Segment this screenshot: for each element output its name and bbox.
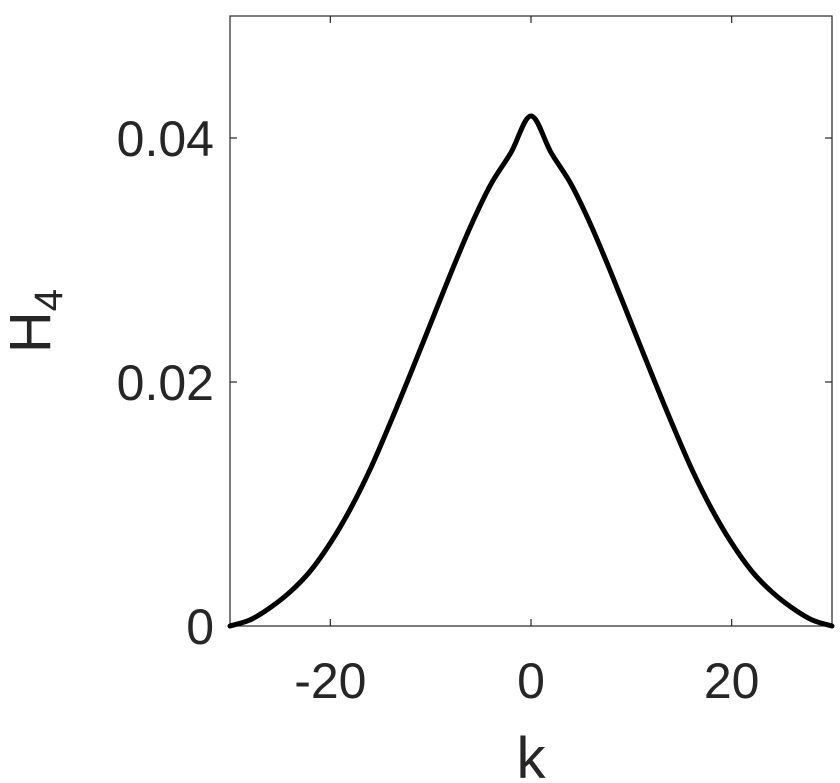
x-tick-label: 0 — [517, 653, 545, 709]
y-axis-label: H4 — [0, 289, 71, 353]
y-tick-label: 0 — [186, 599, 214, 655]
x-tick-label: -20 — [294, 653, 366, 709]
x-tick-label: 20 — [704, 653, 760, 709]
y-axis-label-group: H4 — [0, 289, 71, 353]
plot-area — [229, 15, 833, 627]
h4-curve — [227, 113, 835, 629]
y-tick-label: 0.04 — [117, 111, 214, 167]
y-tick-label: 0.02 — [117, 355, 214, 411]
ticks: -20 0 20 0 0.02 0.04 — [117, 16, 832, 709]
y-axis-label-subscript: 4 — [27, 289, 71, 311]
x-axis-label: k — [517, 726, 547, 783]
y-axis-label-main: H — [0, 311, 63, 353]
